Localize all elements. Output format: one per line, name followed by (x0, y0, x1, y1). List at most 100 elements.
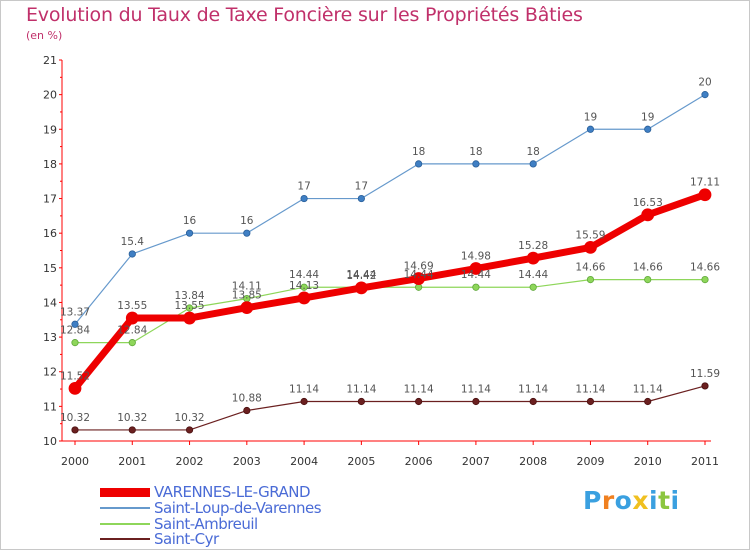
logo-letter: t (658, 486, 671, 515)
data-label-saint-cyr: 11.14 (633, 384, 663, 396)
data-point-saint-cyr (300, 397, 308, 406)
data-label-saint-loup-de-varennes: 18 (412, 146, 425, 158)
series-line-saint-cyr (74, 385, 706, 431)
series-layer (68, 91, 712, 434)
data-point-saint-cyr (586, 397, 595, 406)
data-label-varennes-le-grand: 14.42 (346, 270, 376, 282)
y-tick-label: 15 (43, 262, 57, 275)
logo-letter: i (670, 486, 680, 515)
x-tick-label: 2007 (462, 455, 490, 468)
x-tick-label: 2008 (519, 455, 547, 468)
data-label-varennes-le-grand: 14.98 (461, 251, 491, 263)
data-point-saint-loup-de-varennes (300, 194, 308, 203)
logo-letter: o (614, 486, 633, 515)
data-label-saint-loup-de-varennes: 15.4 (121, 236, 145, 248)
data-label-saint-ambreuil: 14.66 (575, 262, 605, 274)
data-point-varennes-le-grand (526, 251, 540, 265)
data-point-varennes-le-grand (240, 301, 254, 315)
logo-letter: x (632, 486, 649, 515)
y-tick-label: 12 (43, 366, 57, 379)
x-tick-label: 2009 (576, 455, 604, 468)
data-point-saint-ambreuil (529, 283, 537, 291)
data-label-varennes-le-grand: 13.55 (175, 300, 205, 312)
data-point-varennes-le-grand (584, 240, 597, 254)
data-point-saint-ambreuil (415, 283, 423, 291)
x-tick-label: 2000 (61, 455, 89, 468)
data-point-varennes-le-grand (125, 311, 139, 325)
data-point-saint-ambreuil (185, 304, 194, 312)
data-label-saint-loup-de-varennes: 19 (641, 111, 654, 123)
data-point-saint-cyr (185, 426, 194, 434)
y-tick-label: 17 (43, 193, 57, 206)
legend-swatch-varennes-le-grand (100, 488, 150, 497)
data-label-saint-loup-de-varennes: 16 (240, 215, 254, 227)
data-point-saint-cyr (415, 397, 423, 406)
y-tick-label: 14 (43, 296, 57, 309)
series-line-saint-ambreuil (74, 278, 706, 344)
y-tick-label: 19 (43, 123, 57, 136)
x-tick-label: 2001 (118, 455, 146, 468)
logo-letter: i (649, 486, 659, 515)
legend-swatch-saint-cyr (100, 538, 150, 540)
data-label-saint-loup-de-varennes: 16 (183, 215, 197, 227)
data-label-varennes-le-grand: 14.69 (404, 261, 434, 273)
x-tick-label: 2006 (405, 455, 433, 468)
data-label-saint-cyr: 10.88 (232, 393, 262, 405)
data-label-saint-ambreuil: 14.11 (232, 281, 262, 293)
chart-title: Evolution du Taux de Taxe Foncière sur l… (26, 4, 583, 26)
data-label-varennes-le-grand: 14.13 (289, 280, 319, 292)
data-label-varennes-le-grand: 11.52 (60, 370, 90, 382)
data-point-saint-loup-de-varennes (472, 160, 480, 168)
legend-label-saint-cyr: Saint-Cyr (154, 530, 219, 548)
legend-swatch-saint-loup-de-varennes (100, 507, 150, 509)
chart-subtitle: (en %) (26, 29, 63, 42)
data-label-saint-ambreuil: 14.66 (690, 262, 720, 274)
data-point-saint-ambreuil (300, 283, 308, 291)
data-label-saint-ambreuil: 14.44 (404, 269, 434, 281)
logo-letter: P (583, 486, 602, 515)
x-tick-label: 2005 (347, 455, 375, 468)
x-tick-label: 2010 (634, 455, 662, 468)
data-label-varennes-le-grand: 15.28 (518, 240, 548, 252)
data-label-varennes-le-grand: 13.85 (232, 290, 262, 302)
data-labels-layer: 10.32 10.32 10.32 10.88 11.14 11.14 11.14 11.14… (60, 77, 720, 424)
data-point-saint-cyr (701, 382, 709, 390)
axes: 10 11 12 13 14 15 16 17 18 19 20 21 2000 2001 2002 2003… (43, 54, 719, 468)
data-label-saint-cyr: 10.32 (117, 412, 147, 424)
y-tick-label: 18 (43, 158, 57, 171)
data-point-saint-cyr (357, 397, 365, 406)
data-point-saint-cyr (644, 397, 652, 406)
data-label-saint-cyr: 11.14 (575, 384, 605, 396)
data-point-saint-cyr (243, 406, 251, 415)
data-label-saint-loup-de-varennes: 18 (526, 146, 539, 158)
data-point-saint-loup-de-varennes (644, 125, 652, 133)
data-label-saint-ambreuil: 14.44 (461, 269, 491, 281)
data-point-varennes-le-grand (68, 381, 82, 395)
data-point-saint-loup-de-varennes (529, 160, 537, 168)
x-tick-label: 2011 (691, 455, 719, 468)
data-label-saint-cyr: 11.14 (404, 384, 434, 396)
y-tick-label: 21 (43, 54, 57, 67)
data-point-saint-loup-de-varennes (701, 91, 709, 99)
data-point-saint-loup-de-varennes (243, 229, 251, 237)
legend-label-saint-loup-de-varennes: Saint-Loup-de-Varennes (154, 499, 322, 517)
data-point-saint-loup-de-varennes (71, 320, 79, 328)
data-point-varennes-le-grand (641, 208, 655, 222)
series-line-saint-loup-de-varennes (74, 94, 706, 325)
data-point-saint-cyr (71, 426, 79, 434)
data-label-saint-cyr: 11.59 (690, 368, 720, 380)
y-tick-label: 11 (43, 400, 57, 413)
y-tick-label: 16 (43, 227, 57, 240)
data-label-saint-loup-de-varennes: 20 (698, 77, 711, 89)
legend-label-saint-ambreuil: Saint-Ambreuil (154, 515, 258, 533)
logo-letter: r (601, 486, 615, 515)
data-label-saint-ambreuil: 14.44 (289, 269, 319, 281)
data-point-varennes-le-grand (297, 291, 311, 305)
data-point-saint-cyr (472, 397, 480, 406)
data-label-saint-cyr: 10.32 (175, 412, 205, 424)
legend-label-varennes-le-grand: VARENNES-LE-GRAND (154, 483, 311, 501)
data-label-saint-cyr: 11.14 (461, 384, 491, 396)
data-label-saint-cyr: 11.14 (346, 384, 376, 396)
data-point-saint-cyr (529, 397, 537, 406)
